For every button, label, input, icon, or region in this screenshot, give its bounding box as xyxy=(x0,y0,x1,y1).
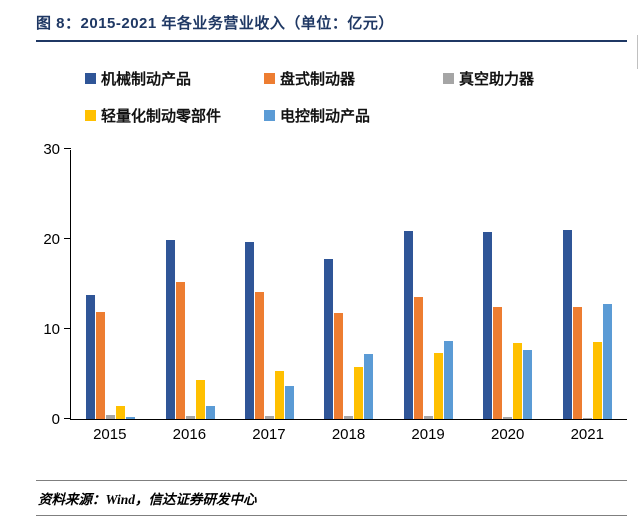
bar xyxy=(413,296,423,419)
bar xyxy=(205,405,215,419)
footer-divider-top xyxy=(36,480,627,481)
legend-label: 机械制动产品 xyxy=(101,71,192,88)
bar xyxy=(195,380,205,419)
legend-swatch xyxy=(264,73,275,84)
bar xyxy=(175,282,185,419)
x-axis-label: 2017 xyxy=(252,426,286,443)
bar xyxy=(116,405,126,419)
bar xyxy=(602,303,612,419)
legend-label: 轻量化制动零部件 xyxy=(101,108,222,125)
bar xyxy=(433,353,443,419)
x-axis-label: 2016 xyxy=(172,426,207,443)
bar-group xyxy=(71,150,150,419)
bar xyxy=(443,340,453,419)
bar-group xyxy=(309,150,388,419)
bar xyxy=(523,349,533,419)
bar xyxy=(344,416,354,419)
figure-title: 图 8：2015-2021 年各业务营业收入（单位：亿元） xyxy=(36,15,394,32)
x-axis-label: 2015 xyxy=(93,426,127,443)
y-axis: 0 10 20 30 xyxy=(36,141,70,428)
source-footer: 资料来源：Wind，信达证券研发中心 xyxy=(36,480,627,516)
bar xyxy=(364,354,374,419)
bar xyxy=(513,343,523,419)
bar xyxy=(126,417,136,419)
y-tick-label: 30 xyxy=(43,141,60,158)
bar xyxy=(354,366,364,419)
bar-group xyxy=(468,150,547,419)
bar xyxy=(334,312,344,419)
bar xyxy=(572,306,582,419)
source-note: 资料来源：Wind，信达证券研发中心 xyxy=(38,492,257,507)
legend-item: 真空助力器 xyxy=(443,68,622,89)
bar xyxy=(96,311,106,419)
legend-label: 真空助力器 xyxy=(459,71,535,88)
bar xyxy=(562,230,572,419)
chart-legend: 机械制动产品 盘式制动器 真空助力器轻量化制动零部件 电控制动产品 xyxy=(85,68,621,126)
bar xyxy=(493,307,503,419)
bar xyxy=(86,294,96,419)
legend-item: 机械制动产品 xyxy=(85,68,264,89)
bar xyxy=(403,230,413,419)
bar xyxy=(503,417,513,419)
bar xyxy=(165,239,175,419)
plot-column: 2015 2016 2017 2018 2019 2020 2021 xyxy=(64,148,627,443)
y-tick-mark xyxy=(64,148,71,149)
bar xyxy=(255,292,265,419)
bar xyxy=(245,241,255,419)
legend-swatch xyxy=(85,73,96,84)
bar xyxy=(483,231,493,419)
footer-divider-bottom xyxy=(36,515,627,516)
y-tick-mark xyxy=(64,328,71,329)
bar xyxy=(324,258,334,419)
bar-group xyxy=(150,150,229,419)
bar-group xyxy=(230,150,309,419)
legend-swatch xyxy=(443,73,454,84)
legend-item: 盘式制动器 xyxy=(264,68,443,89)
x-axis-label: 2020 xyxy=(490,426,525,443)
y-tick-mark xyxy=(64,238,71,239)
plot-area xyxy=(64,148,627,420)
y-tick-mark xyxy=(64,418,71,419)
bar xyxy=(423,416,433,419)
legend-swatch xyxy=(264,110,275,121)
legend-label: 盘式制动器 xyxy=(280,71,356,88)
bar xyxy=(185,416,195,419)
bar xyxy=(106,414,116,419)
legend-item: 电控制动产品 xyxy=(264,105,443,126)
bar xyxy=(592,341,602,419)
bar-chart: 0 10 20 30 2015 2016 2017 2018 2019 2020 2021 xyxy=(36,141,627,443)
y-tick-label: 10 xyxy=(43,321,60,338)
legend-label: 电控制动产品 xyxy=(280,108,371,125)
x-axis-label: 2021 xyxy=(570,426,604,443)
bar-group xyxy=(548,150,627,419)
y-tick-label: 0 xyxy=(51,411,60,428)
y-tick-label: 20 xyxy=(43,231,60,248)
bar xyxy=(285,385,295,419)
x-axis: 2015 2016 2017 2018 2019 2020 2021 xyxy=(70,426,627,443)
bar-group xyxy=(389,150,468,419)
figure-title-block: 图 8：2015-2021 年各业务营业收入（单位：亿元） xyxy=(36,12,627,42)
bar xyxy=(265,416,275,419)
x-axis-label: 2018 xyxy=(331,426,366,443)
legend-swatch xyxy=(85,110,96,121)
bar xyxy=(275,371,285,419)
x-axis-label: 2019 xyxy=(411,426,445,443)
legend-item: 轻量化制动零部件 xyxy=(85,105,264,126)
right-margin-line xyxy=(637,35,638,69)
bar xyxy=(582,418,592,419)
